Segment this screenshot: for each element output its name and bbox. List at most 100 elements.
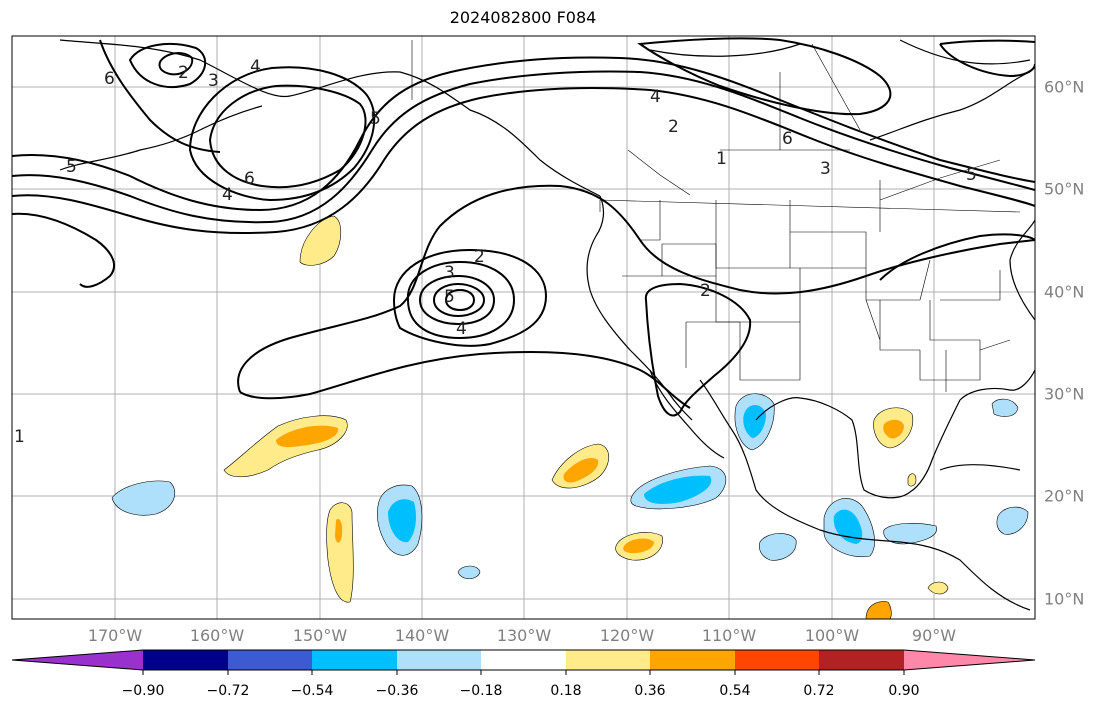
colorbar-tick-label: 0.90 [888,683,920,699]
contour-label: 3 [444,263,455,283]
colorbar-under-arrow [12,650,144,670]
colorbar-tick-label: 0.72 [803,683,835,699]
contour-big-1 [237,184,1035,393]
shade-neg-small [457,565,481,580]
lat-label: 60°N [1044,77,1085,97]
contour-alaska-low-2 [188,66,376,202]
contour-label: 3 [820,159,831,179]
coast-cuba [939,464,1021,471]
lon-label: 170°W [87,626,143,645]
lat-label: 50°N [1044,179,1085,199]
contour-label: 6 [244,169,255,189]
coast-east [1009,219,1035,321]
colorbar-tick-label: −0.90 [121,683,165,699]
colorbar-segment [312,650,398,670]
contour-low-center-3 [444,288,476,312]
contour-north-1 [637,37,892,116]
shade-pos-central-core [563,457,599,483]
shade-pos-hawaii-core [276,425,339,448]
shade-neg-atlantic [996,506,1029,535]
lon-label: 110°W [701,626,757,645]
contour-label: 5 [444,287,455,307]
colorbar [11,649,1036,675]
coast-aleutians [59,105,263,171]
contour-label: 2 [178,63,189,83]
contour-four [644,282,752,417]
contour-big-1-lower [239,350,691,409]
shade-pos-pacific-1 [299,215,342,266]
shade-neg-baja-core [644,475,712,504]
contour-alaska-low-4 [12,70,1035,224]
contour-se [879,233,1035,281]
colorbar-segment [143,650,229,670]
colorbar-segment [397,650,482,670]
contour-low-center-4 [406,260,516,340]
colorbar-segment [735,650,820,670]
lon-label: 100°W [804,626,860,645]
shade-pos-strip [326,502,354,603]
shade-neg-east-pac-core [388,499,416,543]
shade-pos-strip-core [335,518,343,543]
colorbar-segment [819,650,905,670]
contour-label: 3 [208,71,219,91]
contour-low-ne [128,43,206,88]
shade-neg-south-mex [759,533,797,561]
coast-alaska [59,39,601,197]
contour-alaska-low-6 [12,212,115,288]
contour-alaska-low-5 [12,87,1035,235]
contour-label: 2 [700,281,711,301]
shade-pos-cam [927,581,949,595]
contour-low-center-2 [432,282,486,318]
colorbar-tick-label: −0.18 [459,683,503,699]
contour-label: 6 [782,129,793,149]
colorbar-tick-label: 0.36 [634,683,666,699]
colorbar-segment [566,650,651,670]
shade-neg-mexico-core [743,405,766,438]
contour-label: 4 [650,87,661,107]
coastlines [59,39,1035,611]
colorbar-tick-label: −0.72 [206,683,250,699]
contour-labels: 6 2 3 4 5 6 4 5 2 3 5 4 2 4 2 1 6 3 5 1 [14,57,977,447]
colorbar-tick-label: −0.54 [290,683,334,699]
contour-label: 1 [14,427,25,447]
contour-label: 4 [222,185,233,205]
coast-hudson [869,71,1031,141]
lon-label: 130°W [496,626,552,645]
contour-north-2 [939,39,1035,78]
contour-low-outer [392,248,548,347]
lat-label: 30°N [1044,384,1085,404]
lon-label: 150°W [292,626,348,645]
contour-label: 2 [668,117,679,137]
coast-west-us [586,195,693,421]
lon-label: 140°W [394,626,450,645]
colorbar-segment [228,650,313,670]
contour-low-ne-2 [158,52,194,76]
contour-alaska-low-3 [12,56,1035,212]
contour-label: 2 [474,247,485,267]
contours [12,37,1035,417]
colorbar-tick-label: 0.54 [719,683,751,699]
colorbar-tick-label: −0.36 [375,683,419,699]
contour-label: 5 [66,157,77,177]
shade-pos-gulf-core [883,419,904,439]
lon-label: 160°W [189,626,245,645]
map-frame [11,35,1036,620]
shade-neg-caribbean [883,523,937,545]
contour-label: 5 [370,109,381,129]
lon-label: 90°W [911,626,957,645]
shade-pos-yucatan [907,473,917,487]
shade-pos-south-core [623,538,654,554]
colorbar-tick-label: 0.18 [550,683,582,699]
map-title: 2024082800 F084 [449,8,597,27]
contour-label: 4 [456,319,467,339]
contour-far-west [99,39,221,153]
colorbar-segment [481,650,567,670]
state-borders [411,40,1021,392]
colorbar-segment [650,650,736,670]
colorbar-over-arrow [904,650,1035,670]
shade-neg-west [111,480,176,516]
lat-label: 20°N [1044,486,1085,506]
coast-baja [649,369,1031,611]
contour-label: 4 [250,57,261,77]
